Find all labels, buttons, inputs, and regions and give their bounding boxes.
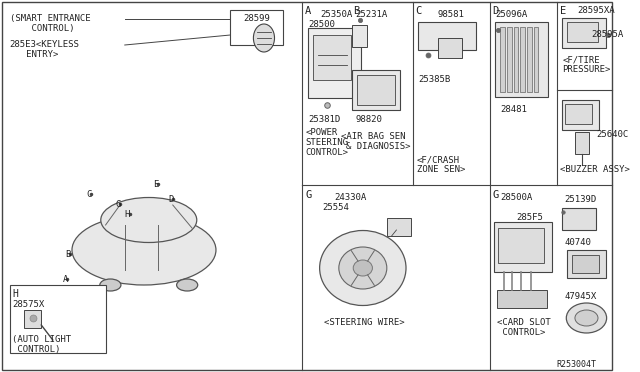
- Text: A: A: [305, 6, 312, 16]
- Text: 40740: 40740: [564, 238, 591, 247]
- Text: G: G: [305, 190, 312, 200]
- Text: <F/CRASH: <F/CRASH: [417, 155, 460, 164]
- Text: 25640C: 25640C: [596, 130, 628, 139]
- Ellipse shape: [100, 279, 121, 291]
- Text: 47945X: 47945X: [564, 292, 596, 301]
- Ellipse shape: [575, 310, 598, 326]
- Text: 25231A: 25231A: [355, 10, 387, 19]
- Text: & DIAGNOSIS>: & DIAGNOSIS>: [346, 142, 410, 151]
- Text: 25385B: 25385B: [419, 75, 451, 84]
- Text: <AIR BAG SEN: <AIR BAG SEN: [340, 132, 405, 141]
- Text: G: G: [115, 200, 120, 209]
- Bar: [24, 310, 41, 328]
- Text: 25554: 25554: [323, 203, 349, 212]
- Bar: [387, 218, 411, 236]
- Bar: [567, 22, 598, 42]
- Text: B: B: [65, 250, 70, 259]
- Text: B: B: [353, 6, 360, 16]
- Text: 285F5: 285F5: [516, 213, 543, 222]
- Bar: [419, 22, 476, 50]
- Ellipse shape: [100, 198, 196, 243]
- Text: 28481: 28481: [500, 105, 527, 114]
- Text: 28575X: 28575X: [12, 300, 45, 309]
- Bar: [513, 27, 518, 92]
- Text: A: A: [62, 275, 68, 284]
- Bar: [563, 18, 605, 48]
- Text: CONTROL): CONTROL): [10, 24, 74, 33]
- Text: 285E3<KEYLESS: 285E3<KEYLESS: [10, 40, 79, 49]
- Text: 98820: 98820: [355, 115, 382, 124]
- Text: D: D: [168, 195, 173, 204]
- Text: E: E: [559, 6, 566, 16]
- Text: <STEERING WIRE>: <STEERING WIRE>: [324, 318, 405, 327]
- Text: <CARD SLOT: <CARD SLOT: [497, 318, 551, 327]
- Bar: [507, 27, 511, 92]
- Bar: [527, 27, 532, 92]
- Bar: [563, 100, 599, 130]
- Text: H: H: [125, 210, 130, 219]
- Bar: [567, 250, 605, 278]
- Bar: [575, 132, 589, 154]
- Bar: [313, 35, 351, 80]
- Text: ENTRY>: ENTRY>: [10, 50, 58, 59]
- Text: 28595A: 28595A: [591, 30, 623, 39]
- Bar: [495, 22, 548, 97]
- Bar: [565, 104, 592, 124]
- Text: R253004T: R253004T: [557, 360, 596, 369]
- Ellipse shape: [253, 24, 275, 52]
- Text: 25381D: 25381D: [308, 115, 340, 124]
- Bar: [498, 228, 544, 263]
- Text: (AUTO LIGHT: (AUTO LIGHT: [12, 335, 72, 344]
- Ellipse shape: [177, 279, 198, 291]
- Ellipse shape: [566, 303, 607, 333]
- Text: 28500: 28500: [308, 20, 335, 29]
- Text: 98581: 98581: [438, 10, 465, 19]
- Text: CONTROL>: CONTROL>: [305, 148, 348, 157]
- Bar: [534, 27, 538, 92]
- Text: C: C: [86, 190, 92, 199]
- Bar: [494, 222, 552, 272]
- Bar: [230, 10, 283, 45]
- Text: <POWER: <POWER: [305, 128, 337, 137]
- Text: H: H: [12, 289, 19, 299]
- Text: (SMART ENTRANCE: (SMART ENTRANCE: [10, 14, 90, 23]
- Text: C: C: [415, 6, 422, 16]
- Bar: [352, 25, 367, 47]
- Bar: [572, 255, 599, 273]
- Bar: [497, 290, 547, 308]
- Text: <BUZZER ASSY>: <BUZZER ASSY>: [559, 165, 630, 174]
- Ellipse shape: [339, 247, 387, 289]
- Text: PRESSURE>: PRESSURE>: [563, 65, 611, 74]
- Text: ZONE SEN>: ZONE SEN>: [417, 165, 465, 174]
- Text: CONTROL): CONTROL): [12, 345, 61, 354]
- Bar: [10, 285, 106, 353]
- Bar: [520, 27, 525, 92]
- Bar: [500, 27, 505, 92]
- Text: 25096A: 25096A: [495, 10, 527, 19]
- Text: 25139D: 25139D: [564, 195, 596, 204]
- Text: 28500A: 28500A: [500, 193, 532, 202]
- Ellipse shape: [353, 260, 372, 276]
- Ellipse shape: [72, 215, 216, 285]
- Text: 24330A: 24330A: [334, 193, 366, 202]
- Bar: [357, 75, 396, 105]
- Text: E: E: [154, 180, 159, 189]
- Bar: [352, 70, 400, 110]
- Bar: [308, 28, 361, 98]
- Text: STEERING: STEERING: [305, 138, 348, 147]
- Bar: [563, 208, 596, 230]
- Text: <F/TIRE: <F/TIRE: [563, 55, 600, 64]
- Bar: [438, 38, 461, 58]
- Text: 28599: 28599: [243, 14, 269, 23]
- Text: 28595XA: 28595XA: [577, 6, 614, 15]
- Text: 25350A: 25350A: [321, 10, 353, 19]
- Text: G: G: [492, 190, 499, 200]
- Ellipse shape: [319, 231, 406, 305]
- Text: CONTROL>: CONTROL>: [497, 328, 545, 337]
- Text: D: D: [492, 6, 499, 16]
